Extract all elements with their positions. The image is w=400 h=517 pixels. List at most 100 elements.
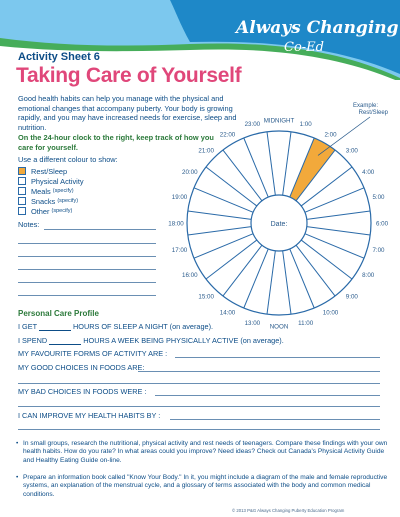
checkbox-icon[interactable]: [18, 177, 26, 185]
notes-line[interactable]: [18, 243, 156, 244]
clock-divider: [289, 248, 315, 309]
hour-label: 3:00: [346, 148, 359, 155]
clock-outer-ring: [186, 130, 372, 316]
hour-label: 18:00: [168, 221, 184, 228]
page-title: Taking Care of Yourself: [16, 64, 242, 87]
hour-label: 4:00: [362, 169, 375, 176]
use-colour-label: Use a different colour to show:: [18, 155, 118, 164]
improve-habits-label: I CAN IMPROVE MY HEALTH HABITS BY :: [18, 411, 161, 420]
instruction-text: On the 24-hour clock to the right, keep …: [18, 133, 214, 152]
hour-label: 6:00: [376, 221, 389, 228]
legend-item-other[interactable]: Other (specify): [18, 206, 84, 216]
checkbox-icon[interactable]: [18, 167, 26, 175]
clock-divider: [266, 131, 276, 196]
clock-divider: [300, 239, 353, 280]
answer-line[interactable]: [18, 406, 380, 407]
hour-label: NOON: [270, 324, 289, 331]
notes-line[interactable]: [18, 282, 156, 283]
clock-divider: [295, 149, 336, 202]
answer-line[interactable]: [18, 383, 380, 384]
legend-item-activity[interactable]: Physical Activity: [18, 176, 84, 186]
hour-label: 23:00: [245, 121, 261, 128]
hour-label: 19:00: [172, 194, 188, 201]
notes-line[interactable]: [44, 229, 156, 230]
activity-sheet-label: Activity Sheet 6: [18, 51, 100, 63]
hour-label: 10:00: [323, 310, 339, 317]
hour-label: MIDNIGHT: [264, 118, 295, 125]
brand-subtitle: Co-Ed: [284, 40, 324, 55]
example-label: Rest/Sleep: [359, 110, 389, 116]
sleep-hours-line: I GET HOURS OF SLEEP A NIGHT (on average…: [18, 322, 214, 331]
hour-label: 14:00: [220, 310, 236, 317]
hour-label: 13:00: [245, 320, 261, 327]
notes-line[interactable]: [18, 269, 156, 270]
header-banner: [0, 0, 400, 80]
hour-label: 8:00: [362, 272, 375, 279]
notes-label: Notes:: [18, 220, 40, 229]
clock-divider: [222, 244, 263, 297]
clock-divider: [306, 226, 371, 236]
clock-divider: [222, 149, 263, 202]
clock-center[interactable]: [250, 194, 308, 252]
legend-item-meals[interactable]: Meals (specify): [18, 186, 84, 196]
clock-divider: [193, 233, 254, 259]
date-label: Date:: [271, 221, 288, 228]
clock-divider: [187, 226, 252, 236]
answer-line[interactable]: [138, 371, 380, 372]
bad-foods-label: MY BAD CHOICES IN FOODS WERE :: [18, 387, 147, 396]
clock-divider: [205, 239, 258, 280]
clock-divider: [266, 250, 276, 315]
legend-item-snacks[interactable]: Snacks (specify): [18, 196, 84, 206]
bullet-item: • Prepare an information book called "Kn…: [16, 474, 388, 498]
hour-label: 5:00: [372, 194, 385, 201]
copyright-footer: © 2013 P&G Always Changing Puberty Educa…: [232, 508, 345, 513]
example-arrow: [317, 116, 371, 156]
activity-hours-line: I SPEND HOURS A WEEK BEING PHYSICALLY AC…: [18, 336, 284, 345]
notes-line[interactable]: [18, 295, 156, 296]
clock-divider: [243, 137, 269, 198]
24-hour-clock[interactable]: Date: MIDNIGHT 1:00 2:00 3:00 4:00 5:00 6:00 7:0…: [158, 100, 400, 330]
clock-divider: [304, 233, 365, 259]
clock-divider: [300, 166, 353, 207]
hour-label: 20:00: [182, 169, 198, 176]
bullet-item: • In small groups, research the nutritio…: [16, 440, 388, 464]
hour-label: 1:00: [300, 121, 313, 128]
hour-label: 17:00: [172, 247, 188, 254]
brand-title: Always Changing: [236, 18, 399, 38]
filled-segment[interactable]: [289, 138, 336, 201]
favourite-activity-label: MY FAVOURITE FORMS OF ACTIVITY ARE :: [18, 349, 168, 358]
answer-line[interactable]: [18, 429, 380, 430]
clock-divider: [304, 187, 365, 213]
clock-divider: [193, 187, 254, 213]
clock-divider: [295, 244, 336, 297]
colour-legend: Rest/Sleep Physical Activity Meals (spec…: [18, 166, 84, 216]
hour-label: 21:00: [198, 148, 214, 155]
checkbox-icon[interactable]: [18, 207, 26, 215]
hour-label: 11:00: [298, 320, 314, 327]
hour-label: 15:00: [198, 293, 214, 300]
clock-divider: [282, 250, 292, 315]
checkbox-icon[interactable]: [18, 187, 26, 195]
clock-divider: [289, 137, 315, 198]
legend-item-rest[interactable]: Rest/Sleep: [18, 166, 84, 176]
clock-divider: [187, 210, 252, 220]
example-label: Example:: [353, 103, 378, 109]
intro-text: Good health habits can help you manage w…: [18, 94, 237, 132]
profile-heading: Personal Care Profile: [18, 309, 99, 318]
hour-label: 22:00: [220, 131, 236, 138]
answer-line[interactable]: [170, 419, 380, 420]
answer-line[interactable]: [155, 395, 380, 396]
notes-line[interactable]: [18, 256, 156, 257]
answer-line[interactable]: [175, 357, 380, 358]
checkbox-icon[interactable]: [18, 197, 26, 205]
hour-label: 9:00: [346, 293, 359, 300]
clock-divider: [243, 248, 269, 309]
clock-divider: [205, 166, 258, 207]
hour-label: 16:00: [182, 272, 198, 279]
hour-label: 7:00: [372, 247, 385, 254]
clock-divider: [282, 131, 292, 196]
good-foods-label: MY GOOD CHOICES IN FOODS ARE:: [18, 363, 145, 372]
hour-label: 2:00: [324, 131, 337, 138]
activity-hours-blank[interactable]: [49, 344, 82, 345]
sleep-hours-blank[interactable]: [38, 330, 71, 331]
